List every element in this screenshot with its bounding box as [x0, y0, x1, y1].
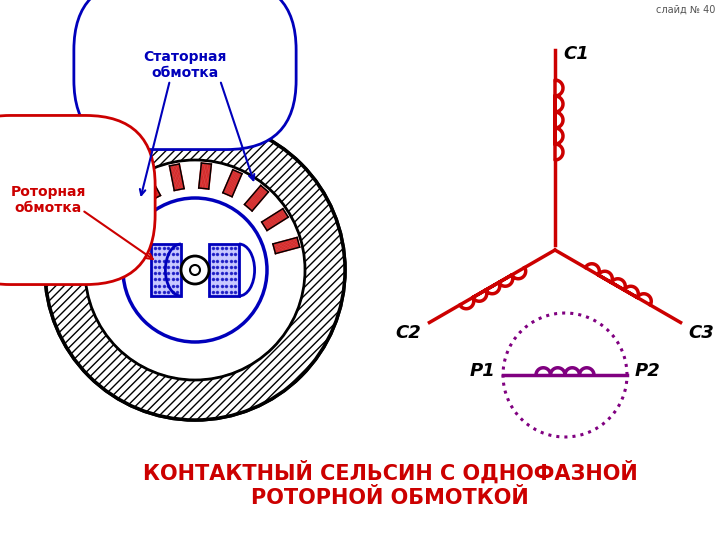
Text: слайд № 40: слайд № 40 — [656, 5, 715, 15]
Text: C1: C1 — [563, 45, 589, 63]
FancyBboxPatch shape — [209, 244, 239, 296]
FancyBboxPatch shape — [151, 244, 181, 296]
Text: C3: C3 — [688, 325, 714, 342]
Text: P1: P1 — [469, 362, 495, 380]
Text: P2: P2 — [635, 362, 661, 380]
Text: Роторная
обмотка: Роторная обмотка — [10, 185, 86, 215]
Circle shape — [45, 120, 345, 420]
Text: C2: C2 — [396, 325, 421, 342]
Circle shape — [87, 162, 303, 378]
Wedge shape — [45, 120, 345, 420]
Text: КОНТАКТНЫЙ СЕЛЬСИН С ОДНОФАЗНОЙ: КОНТАКТНЫЙ СЕЛЬСИН С ОДНОФАЗНОЙ — [143, 460, 637, 484]
Text: РОТОРНОЙ ОБМОТКОЙ: РОТОРНОЙ ОБМОТКОЙ — [251, 488, 529, 508]
Text: Статорная
обмотка: Статорная обмотка — [143, 50, 227, 80]
Circle shape — [190, 265, 200, 275]
Circle shape — [181, 256, 209, 284]
Circle shape — [123, 198, 267, 342]
